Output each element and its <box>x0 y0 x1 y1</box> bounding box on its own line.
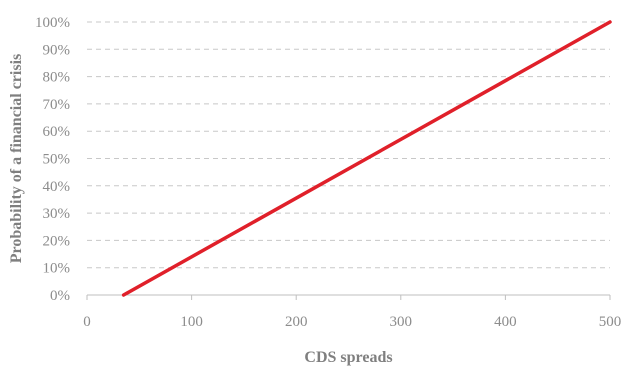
y-tick-label: 20% <box>43 233 71 249</box>
x-tick-label: 400 <box>494 314 517 330</box>
x-tick-label: 200 <box>285 314 308 330</box>
series <box>121 20 612 297</box>
x-tick-label: 0 <box>83 314 91 330</box>
y-tick-label: 80% <box>43 70 71 86</box>
y-tick-label: 90% <box>43 42 71 58</box>
y-tick-label: 50% <box>43 152 71 168</box>
x-tick-label: 300 <box>390 314 413 330</box>
y-tick-labels: 0% 10% 20% 30% 40% 50% 60% 70% 80% 90% 100% <box>35 15 70 304</box>
y-axis-title: Probability of a financial crisis <box>8 54 25 263</box>
y-tick-label: 60% <box>43 124 71 140</box>
series-line <box>121 20 612 297</box>
y-tick-label: 100% <box>35 15 70 31</box>
x-tick-label: 500 <box>599 314 622 330</box>
x-tick-label: 100 <box>180 314 203 330</box>
gridlines <box>86 21 611 300</box>
y-tick-label: 70% <box>43 97 71 113</box>
x-axis-title: CDS spreads <box>304 349 392 366</box>
y-tick-label: 0% <box>50 288 70 304</box>
x-tick-labels: 0 100 200 300 400 500 <box>83 314 621 330</box>
y-tick-label: 30% <box>43 206 71 222</box>
y-tick-label: 40% <box>43 179 71 195</box>
y-tick-label: 10% <box>43 261 71 277</box>
